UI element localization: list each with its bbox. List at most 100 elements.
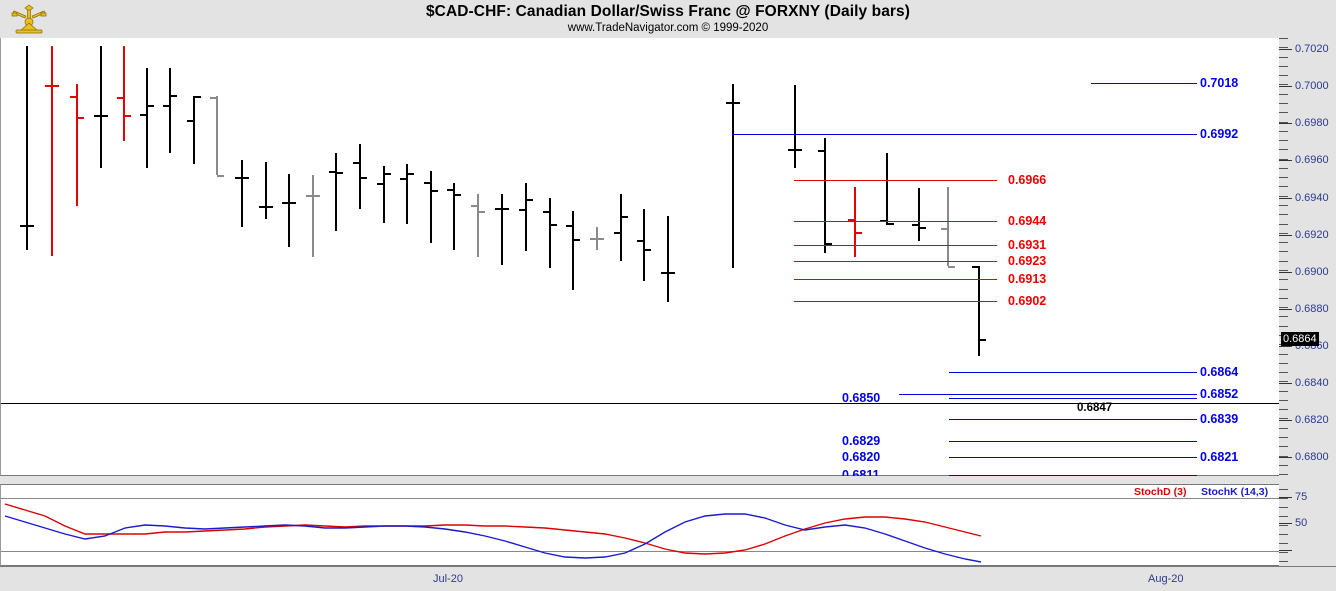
price-level-line[interactable] — [732, 134, 1197, 135]
price-level-line[interactable] — [899, 394, 1197, 395]
price-axis-label: 0.6940 — [1295, 191, 1329, 204]
price-axis-minor-tick — [1279, 121, 1288, 123]
bar-close-tick — [573, 239, 580, 242]
stoch-gridline-75 — [1, 498, 1280, 499]
price-level-line[interactable] — [794, 180, 997, 181]
bar-close-tick — [502, 207, 509, 210]
bar-close-tick — [289, 202, 296, 205]
bar-range-line — [572, 210, 574, 291]
bar-open-tick — [566, 225, 573, 228]
bar-range-line — [525, 182, 527, 252]
bar-range-line — [406, 164, 408, 224]
price-axis-minor-tick — [1279, 223, 1288, 225]
bar-open-tick — [424, 181, 431, 184]
price-chart-pane[interactable]: © GenesisFT — [0, 38, 1280, 517]
bar-range-line — [596, 227, 598, 250]
bar-range-line — [146, 67, 148, 168]
stoch-axis-minor-tick — [1279, 561, 1288, 562]
bar-close-tick — [795, 149, 802, 152]
stoch-axis-label: 50 — [1295, 517, 1308, 529]
price-level-label: 0.6839 — [1200, 412, 1239, 426]
price-axis-tick — [1279, 86, 1292, 88]
price-level-line[interactable] — [794, 261, 997, 262]
price-level-line[interactable] — [949, 475, 1197, 476]
price-axis-label: 0.7020 — [1295, 43, 1329, 56]
bar-close-tick — [855, 231, 862, 234]
bar-range-line — [886, 153, 888, 225]
bar-open-tick — [447, 189, 454, 192]
bar-open-tick — [637, 240, 644, 243]
bar-range-line — [359, 143, 361, 209]
price-axis-minor-tick — [1279, 399, 1288, 401]
price-axis-minor-tick — [1279, 167, 1288, 169]
price-level-line[interactable] — [949, 457, 1197, 458]
price-level-line[interactable] — [794, 301, 997, 302]
bar-range-line — [123, 46, 125, 141]
price-axis-minor-tick — [1279, 455, 1288, 457]
bar-open-tick — [353, 162, 360, 165]
bar-close-tick — [384, 173, 391, 176]
bar-open-tick — [306, 194, 313, 197]
price-axis-tick — [1279, 160, 1292, 162]
bar-close-tick — [454, 193, 461, 196]
bar-close-tick — [77, 116, 84, 119]
price-axis-label: 0.6920 — [1295, 228, 1329, 241]
price-level-line[interactable] — [794, 279, 997, 280]
bar-open-tick — [788, 149, 795, 152]
stochastic-pane[interactable]: StochD (3) StochK (14,3) — [0, 484, 1280, 566]
price-axis-minor-tick — [1279, 362, 1288, 364]
price-axis-minor-tick — [1279, 427, 1288, 429]
price-axis-minor-tick — [1279, 93, 1288, 95]
bar-close-tick — [170, 94, 177, 97]
price-level-line[interactable] — [794, 245, 997, 246]
price-level-label: 0.6850 — [842, 391, 881, 405]
price-axis-label: 0.6820 — [1295, 414, 1329, 427]
price-axis[interactable]: 0.7020 0.7000 0.6980 0.6960 0.6940 0.6920 0.69… — [1279, 38, 1336, 476]
stoch-gridline-25 — [1, 551, 1280, 552]
price-level-label: 0.6829 — [842, 434, 881, 448]
price-level-line[interactable] — [949, 419, 1197, 420]
bar-close-tick — [825, 243, 832, 246]
bar-range-line — [335, 153, 337, 231]
price-axis-tick — [1279, 271, 1292, 273]
bar-range-line — [947, 187, 949, 267]
price-axis-label: 0.6840 — [1295, 377, 1329, 390]
price-axis-minor-tick — [1279, 464, 1288, 466]
bar-open-tick — [210, 97, 217, 100]
price-axis-minor-tick — [1279, 381, 1288, 383]
bar-open-tick — [848, 218, 855, 221]
stochastic-curves — [4, 503, 982, 563]
price-level-line[interactable] — [794, 221, 997, 222]
bar-open-tick — [140, 114, 147, 117]
price-axis-minor-tick — [1279, 140, 1288, 142]
price-axis-minor-tick — [1279, 251, 1288, 253]
stoch-axis-label: 75 — [1295, 491, 1308, 503]
stoch-d-legend: StochD (3) — [1134, 486, 1187, 498]
bar-range-line — [453, 182, 455, 250]
price-level-line[interactable] — [1, 403, 1280, 404]
price-axis-tick — [1279, 234, 1292, 236]
bar-range-line — [794, 85, 796, 168]
price-axis-minor-tick — [1279, 195, 1288, 197]
bar-range-line — [824, 138, 826, 254]
price-level-line[interactable] — [1091, 83, 1197, 84]
bar-range-line — [501, 193, 503, 266]
bar-open-tick — [590, 238, 597, 241]
price-axis-minor-tick — [1279, 149, 1288, 151]
price-level-label: 0.6820 — [842, 450, 881, 464]
bar-open-tick — [519, 208, 526, 211]
bar-open-tick — [941, 228, 948, 231]
current-price-flag: 0.6864 — [1281, 331, 1319, 346]
bar-close-tick — [313, 194, 320, 197]
price-axis-tick — [1279, 457, 1292, 459]
date-axis[interactable]: Jul-20 Aug-20 — [0, 566, 1336, 591]
price-level-line[interactable] — [949, 372, 1197, 373]
price-level-line[interactable] — [949, 398, 1197, 399]
bar-range-line — [51, 46, 53, 257]
price-axis-tick — [1279, 383, 1292, 385]
bar-close-tick — [526, 199, 533, 202]
price-axis-minor-tick — [1279, 325, 1288, 327]
price-level-line[interactable] — [949, 441, 1197, 442]
bar-close-tick — [266, 205, 273, 208]
